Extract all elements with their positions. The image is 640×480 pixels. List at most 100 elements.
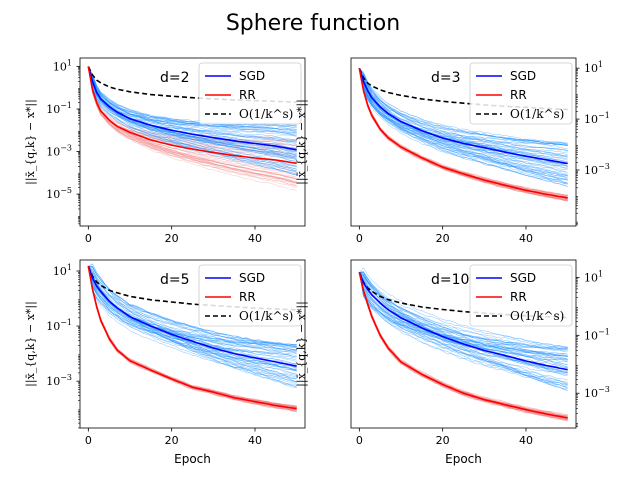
series-sgd	[358, 272, 568, 371]
series-rr	[87, 66, 297, 165]
rr-run-23	[88, 66, 297, 187]
series-sgd	[358, 67, 568, 165]
panel-d=5: 0 20 40 101 10−1 10−3 ||x̄_{q,k} − x*|| Epoch d=…	[24, 259, 306, 466]
panel-d=2: 0 20 40 101 10−1 10−3 10−5 ||x̄_{q,k} − x*|| d=2…	[24, 57, 306, 245]
y-tick-label: 10−5	[46, 186, 72, 201]
rr-run-9	[88, 66, 297, 186]
panel-label: d=5	[160, 272, 190, 288]
rr-run-18	[359, 272, 568, 416]
legend: SGD RR O(1/k^s)	[469, 62, 573, 125]
sgd-run-50	[88, 266, 297, 359]
sgd-run-24	[359, 68, 568, 185]
sgd-run-50	[88, 66, 297, 143]
y-tick-label: 10−3	[46, 373, 72, 388]
sgd-run-52	[359, 272, 568, 387]
y-tick-label: 101	[584, 60, 603, 75]
series-sgd	[87, 66, 297, 151]
x-tick-label: 0	[356, 232, 363, 245]
sgd-run-53	[88, 266, 297, 380]
y-tick-label: 101	[584, 269, 603, 284]
legend-label: RR	[239, 290, 256, 304]
legend-label: RR	[510, 290, 527, 304]
sgd-run-54	[88, 66, 297, 156]
rr-run-3	[88, 66, 297, 180]
sgd-run-35	[88, 66, 297, 151]
sgd-run-36	[359, 272, 568, 377]
sgd-run-49	[88, 265, 297, 383]
legend: SGD RR O(1/k^s)	[198, 264, 302, 327]
figure-title: Sphere function	[226, 11, 400, 36]
sgd-run-52	[359, 68, 568, 146]
axes-frame	[79, 259, 306, 429]
legend-label: O(1/k^s)	[239, 107, 293, 121]
plot-area	[87, 66, 297, 191]
rr-run-22	[88, 66, 297, 175]
series-rr	[358, 68, 568, 199]
plot-area	[358, 67, 568, 202]
legend-label: SGD	[510, 271, 536, 285]
legend-label: RR	[510, 88, 527, 102]
panel-label: d=10	[431, 272, 469, 288]
rr-run-0	[359, 272, 568, 420]
y-axis-label: ||x̄_{q,k} − x*||	[295, 99, 309, 185]
sgd-run-51	[359, 68, 568, 164]
rr-run-25	[88, 66, 297, 179]
rr-run-0	[359, 68, 568, 200]
rr-run-36	[88, 66, 297, 170]
x-tick-label: 20	[436, 232, 450, 245]
rr-run-30	[88, 266, 297, 408]
legend-label: O(1/k^s)	[239, 309, 293, 323]
sgd-run-39	[359, 68, 568, 183]
rr-run-14	[88, 66, 297, 183]
sgd-run-54	[359, 272, 568, 352]
x-tick-label: 0	[85, 232, 92, 245]
legend: SGD RR O(1/k^s)	[469, 264, 573, 327]
rr-run-12	[88, 66, 297, 180]
y-tick-label: 10−3	[584, 162, 610, 177]
rr-run-20	[359, 272, 568, 422]
rr-run-23	[88, 266, 297, 407]
sgd-run-43	[359, 272, 568, 373]
sgd-run-51	[88, 66, 297, 160]
x-tick-label: 20	[165, 232, 179, 245]
legend-label: SGD	[239, 271, 265, 285]
rr-run-9	[359, 272, 568, 418]
legend-box	[469, 264, 573, 327]
sgd-run-48	[359, 68, 568, 145]
rr-run-1	[88, 66, 297, 183]
plot-area	[358, 267, 568, 422]
rr-run-17	[359, 272, 568, 415]
sgd-run-46	[359, 68, 568, 170]
sgd-run-46	[88, 263, 297, 372]
rr-run-33	[359, 272, 568, 420]
y-tick-label: 10−3	[46, 144, 72, 159]
sgd-run-47	[359, 271, 568, 348]
rr-run-23	[359, 68, 568, 197]
rr-run-10	[88, 66, 297, 185]
panel-label: d=3	[431, 70, 461, 86]
sgd-run-22	[88, 66, 297, 128]
sgd-run-13	[359, 68, 568, 167]
sgd-run-44	[88, 66, 297, 176]
y-tick-label: 10−1	[46, 318, 72, 333]
rr-run-17	[359, 68, 568, 202]
sgd-run-45	[88, 266, 297, 371]
legend-label: O(1/k^s)	[510, 107, 564, 121]
sgd-run-47	[88, 66, 297, 134]
rr-run-16	[88, 66, 297, 183]
rr-run-20	[88, 266, 297, 412]
sgd-run-46	[88, 66, 297, 159]
y-axis-label: ||x̄_{q,k} − x*||	[24, 99, 38, 185]
legend-label: SGD	[510, 69, 536, 83]
sgd-run-33	[88, 266, 297, 352]
rr-run-18	[88, 66, 297, 183]
y-tick-label: 10−1	[46, 101, 72, 116]
x-tick-label: 0	[85, 434, 92, 447]
sgd-run-38	[359, 272, 568, 391]
rr-run-0	[88, 266, 297, 411]
sgd-run-40	[359, 68, 568, 146]
legend-box	[198, 62, 302, 125]
x-tick-label: 40	[519, 232, 533, 245]
sgd-run-44	[359, 68, 568, 184]
rr-run-17	[88, 66, 297, 189]
